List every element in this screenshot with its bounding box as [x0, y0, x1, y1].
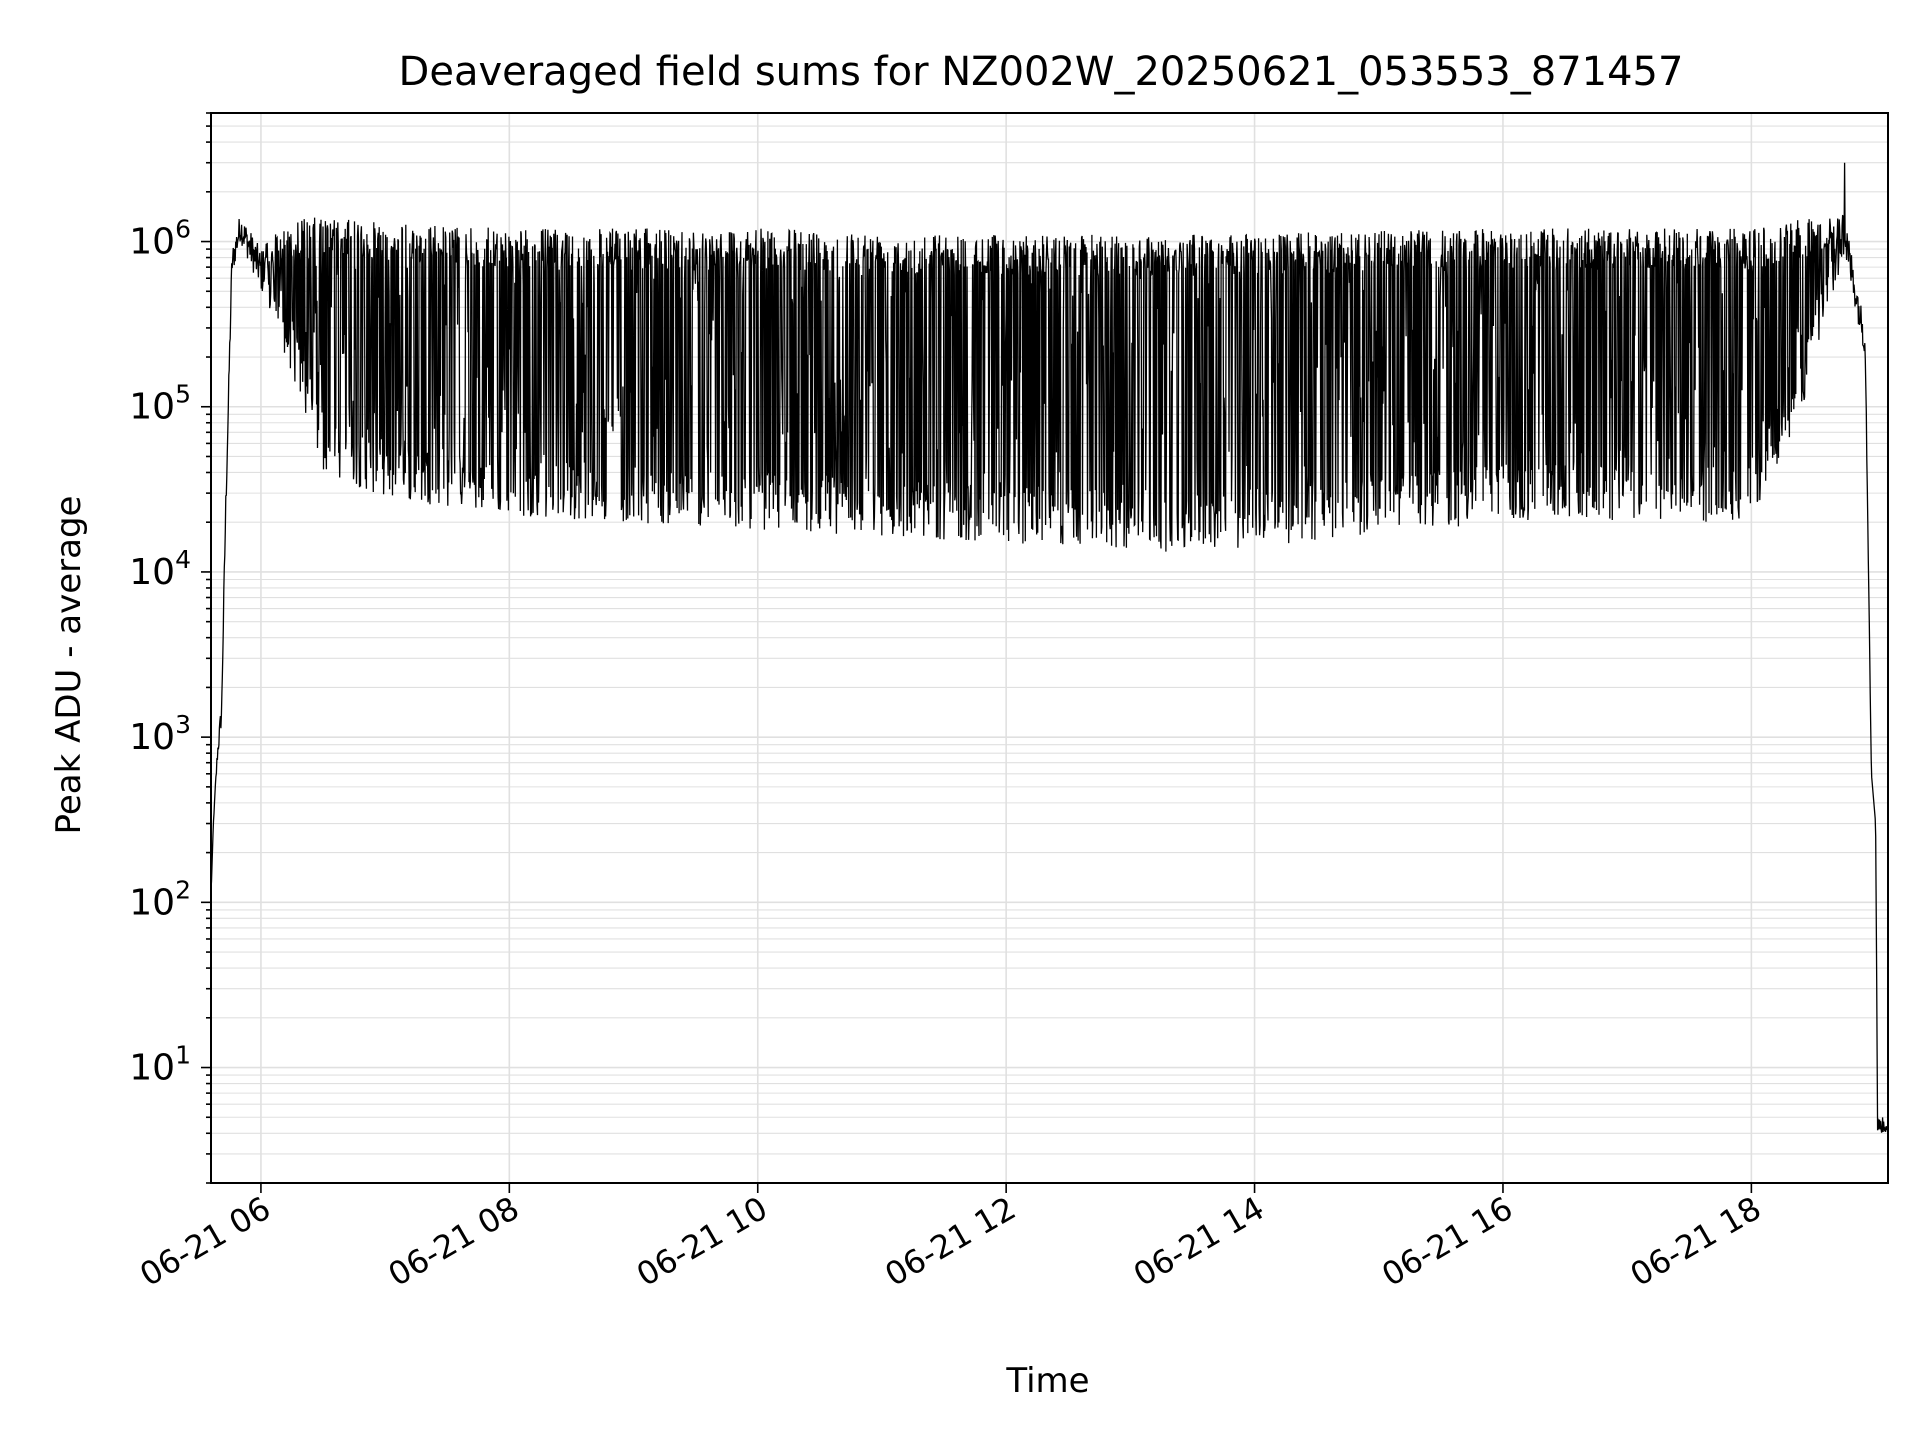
x-axis-label: Time: [1005, 1361, 1089, 1401]
y-tick-label: 102: [129, 875, 191, 923]
plot-frame: [210, 112, 1889, 1184]
y-tick-label: 101: [129, 1041, 191, 1089]
y-tick-label: 103: [129, 710, 191, 758]
chart-title: Deaveraged field sums for NZ002W_2025062…: [399, 49, 1684, 95]
y-tick-label: 104: [129, 545, 191, 593]
series-line: [210, 162, 1889, 1133]
series-path: [210, 162, 1889, 1133]
y-tick-label: 106: [129, 215, 191, 263]
y-axis-label: Peak ADU - average: [49, 496, 89, 835]
y-tick-label: 105: [129, 380, 191, 428]
